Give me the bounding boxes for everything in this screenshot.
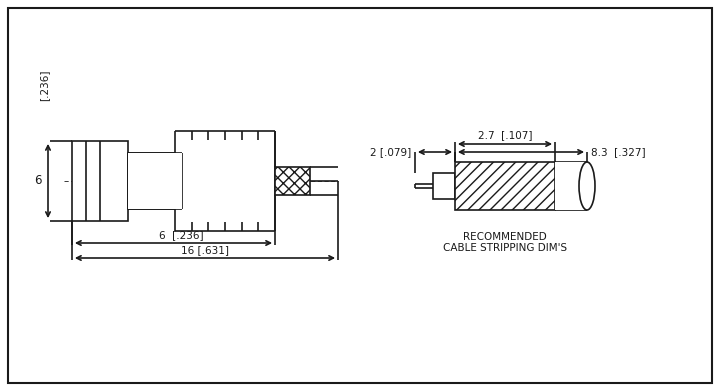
Bar [433,173,455,199]
Bar [275,167,310,195]
Text: 2 [.079]: 2 [.079] [370,147,411,157]
Bar [455,162,555,210]
Bar [128,153,182,209]
Bar [72,141,128,221]
Text: 8.3  [.327]: 8.3 [.327] [591,147,646,157]
Text: RECOMMENDED: RECOMMENDED [463,232,547,242]
Bar [175,131,275,231]
Ellipse shape [579,162,595,210]
Text: 6  [.236]: 6 [.236] [159,230,204,240]
Text: [.236]: [.236] [39,70,49,101]
Text: 2.7  [.107]: 2.7 [.107] [478,130,532,140]
Text: 6: 6 [35,174,42,188]
Text: CABLE STRIPPING DIM'S: CABLE STRIPPING DIM'S [443,243,567,253]
Bar [128,153,182,209]
Bar [555,162,587,210]
Text: 16 [.631]: 16 [.631] [181,245,229,255]
